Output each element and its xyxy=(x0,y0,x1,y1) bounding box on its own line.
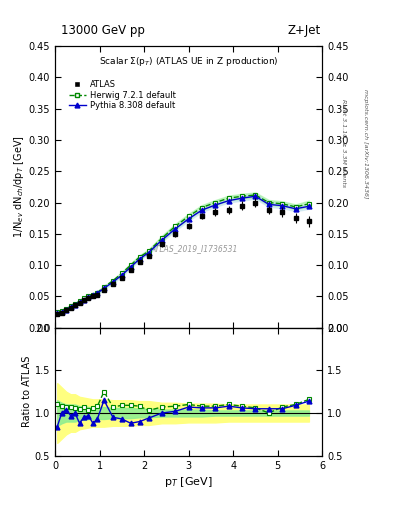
X-axis label: p$_T$ [GeV]: p$_T$ [GeV] xyxy=(164,475,213,489)
Pythia 8.308 default xyxy=(68,304,73,310)
Pythia 8.308 default xyxy=(102,285,107,291)
Text: 13000 GeV pp: 13000 GeV pp xyxy=(61,25,145,37)
Herwig 7.2.1 default xyxy=(240,193,244,199)
Text: Z+Jet: Z+Jet xyxy=(287,25,320,37)
Pythia 8.308 default xyxy=(186,216,191,222)
Pythia 8.308 default xyxy=(73,302,77,308)
Pythia 8.308 default xyxy=(137,256,142,262)
Pythia 8.308 default xyxy=(293,206,298,212)
Herwig 7.2.1 default xyxy=(77,298,82,305)
Herwig 7.2.1 default xyxy=(280,201,285,207)
Pythia 8.308 default xyxy=(59,309,64,315)
Line: Herwig 7.2.1 default: Herwig 7.2.1 default xyxy=(55,193,311,314)
Pythia 8.308 default xyxy=(86,294,91,300)
Pythia 8.308 default xyxy=(307,203,311,209)
Pythia 8.308 default xyxy=(90,292,95,298)
Herwig 7.2.1 default xyxy=(213,200,218,206)
Herwig 7.2.1 default xyxy=(59,308,64,314)
Pythia 8.308 default xyxy=(119,272,124,278)
Pythia 8.308 default xyxy=(95,290,100,296)
Herwig 7.2.1 default xyxy=(293,204,298,210)
Pythia 8.308 default xyxy=(82,296,86,303)
Pythia 8.308 default xyxy=(160,237,164,243)
Line: Pythia 8.308 default: Pythia 8.308 default xyxy=(55,194,311,316)
Pythia 8.308 default xyxy=(64,307,68,313)
Herwig 7.2.1 default xyxy=(86,293,91,300)
Herwig 7.2.1 default xyxy=(64,306,68,312)
Herwig 7.2.1 default xyxy=(55,309,60,315)
Pythia 8.308 default xyxy=(266,201,271,207)
Pythia 8.308 default xyxy=(280,203,285,209)
Herwig 7.2.1 default xyxy=(186,213,191,219)
Legend: ATLAS, Herwig 7.2.1 default, Pythia 8.308 default: ATLAS, Herwig 7.2.1 default, Pythia 8.30… xyxy=(67,78,177,112)
Pythia 8.308 default xyxy=(253,193,258,199)
Pythia 8.308 default xyxy=(110,279,115,285)
Herwig 7.2.1 default xyxy=(226,195,231,201)
Pythia 8.308 default xyxy=(226,198,231,204)
Herwig 7.2.1 default xyxy=(173,223,178,229)
Y-axis label: Ratio to ATLAS: Ratio to ATLAS xyxy=(22,356,32,428)
Y-axis label: 1/N$_{ev}$ dN$_{ch}$/dp$_T$ [GeV]: 1/N$_{ev}$ dN$_{ch}$/dp$_T$ [GeV] xyxy=(12,136,26,238)
Text: mcplots.cern.ch [arXiv:1306.3436]: mcplots.cern.ch [arXiv:1306.3436] xyxy=(363,89,368,198)
Pythia 8.308 default xyxy=(55,310,60,316)
Herwig 7.2.1 default xyxy=(82,295,86,302)
Herwig 7.2.1 default xyxy=(146,248,151,254)
Pythia 8.308 default xyxy=(77,299,82,305)
Text: ATLAS_2019_I1736531: ATLAS_2019_I1736531 xyxy=(150,244,238,253)
Pythia 8.308 default xyxy=(213,202,218,208)
Pythia 8.308 default xyxy=(240,195,244,201)
Herwig 7.2.1 default xyxy=(137,254,142,260)
Herwig 7.2.1 default xyxy=(253,192,258,198)
Herwig 7.2.1 default xyxy=(266,200,271,206)
Text: Scalar $\Sigma$(p$_T$) (ATLAS UE in Z production): Scalar $\Sigma$(p$_T$) (ATLAS UE in Z pr… xyxy=(99,55,279,68)
Pythia 8.308 default xyxy=(173,226,178,232)
Herwig 7.2.1 default xyxy=(95,290,100,296)
Herwig 7.2.1 default xyxy=(200,204,204,210)
Herwig 7.2.1 default xyxy=(68,303,73,309)
Herwig 7.2.1 default xyxy=(160,235,164,241)
Herwig 7.2.1 default xyxy=(110,278,115,284)
Herwig 7.2.1 default xyxy=(90,291,95,297)
Pythia 8.308 default xyxy=(146,249,151,255)
Herwig 7.2.1 default xyxy=(129,262,133,268)
Pythia 8.308 default xyxy=(129,264,133,270)
Herwig 7.2.1 default xyxy=(102,284,107,290)
Text: Rivet 3.1.10, ≥ 3.3M events: Rivet 3.1.10, ≥ 3.3M events xyxy=(342,99,346,187)
Herwig 7.2.1 default xyxy=(119,270,124,276)
Pythia 8.308 default xyxy=(200,207,204,213)
Herwig 7.2.1 default xyxy=(307,201,311,207)
Herwig 7.2.1 default xyxy=(73,301,77,307)
